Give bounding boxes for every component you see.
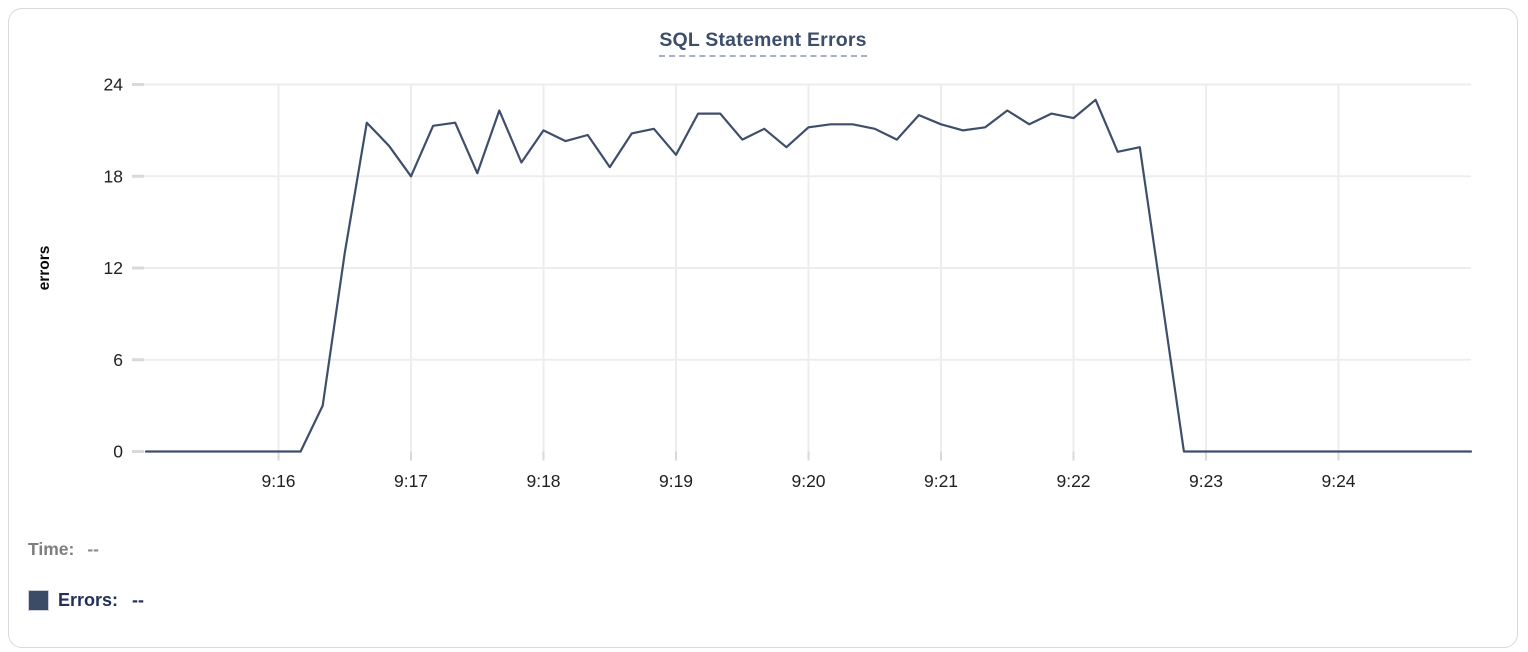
x-tick-label: 9:23 (1189, 471, 1223, 491)
chart-title-row: SQL Statement Errors (9, 9, 1517, 57)
chart-title-link[interactable]: SQL Statement Errors (659, 29, 867, 57)
y-axis-label: errors (36, 246, 53, 291)
hover-time-row: Time: -- (28, 538, 1517, 560)
errors-chart[interactable]: 0 6 12 18 24 9:16 9:17 9:18 9:19 9:20 9:21 9:22 9:23… (9, 57, 1519, 509)
x-tick-label: 9:18 (526, 471, 560, 491)
hover-readout: Time: -- Errors: -- (9, 538, 1517, 611)
x-tick-label: 9:17 (394, 471, 428, 491)
errors-series-swatch (28, 589, 49, 611)
y-tick-label: 18 (104, 166, 123, 186)
x-tick-label: 9:16 (261, 471, 295, 491)
x-tick-label: 9:19 (659, 471, 693, 491)
hover-errors-row: Errors: -- (28, 589, 1517, 611)
y-tick-label: 0 (113, 442, 123, 462)
x-tick-label: 9:22 (1056, 471, 1090, 491)
y-tick-label: 24 (104, 75, 124, 95)
errors-line (144, 98, 1473, 453)
y-tick-label: 12 (104, 258, 123, 278)
y-tick-label: 6 (113, 350, 123, 370)
x-tick-label: 9:24 (1321, 471, 1355, 491)
hover-time-value: -- (87, 538, 100, 559)
hover-errors-label: Errors: (58, 589, 119, 610)
hover-errors-value: -- (132, 589, 145, 610)
chart-card: SQL Statement Errors 0 6 12 18 24 9:16 9:17 9:1… (8, 8, 1518, 648)
x-tick-label: 9:20 (791, 471, 825, 491)
x-tick-label: 9:21 (924, 471, 958, 491)
hover-time-label: Time: (28, 538, 75, 559)
